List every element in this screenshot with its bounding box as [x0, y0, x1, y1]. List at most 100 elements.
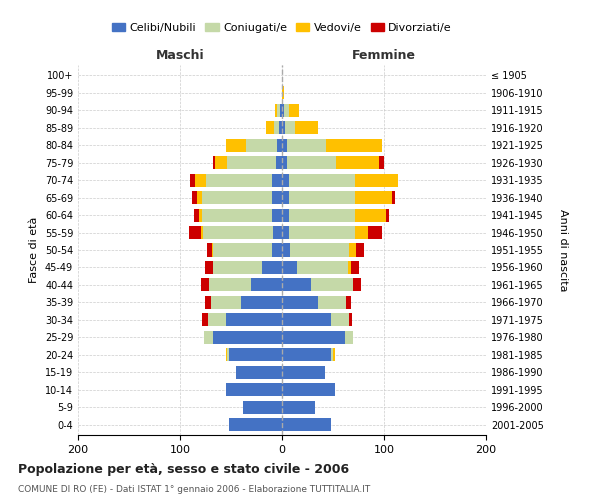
Bar — [266, 122, 274, 134]
Bar — [318, 296, 346, 309]
Bar — [251, 278, 282, 291]
Bar — [277, 104, 280, 117]
Bar — [333, 348, 335, 362]
Bar — [282, 261, 298, 274]
Bar — [205, 174, 272, 186]
Bar — [386, 208, 389, 222]
Bar — [282, 278, 311, 291]
Bar — [282, 86, 284, 100]
Bar — [282, 348, 331, 362]
Legend: Celibi/Nubili, Coniugati/e, Vedovi/e, Divorziati/e: Celibi/Nubili, Coniugati/e, Vedovi/e, Di… — [107, 19, 457, 38]
Bar — [282, 122, 285, 134]
Bar — [246, 138, 277, 152]
Bar — [331, 314, 349, 326]
Bar — [349, 244, 356, 256]
Bar — [227, 348, 229, 362]
Bar — [189, 226, 202, 239]
Bar — [229, 418, 282, 431]
Bar — [368, 226, 382, 239]
Bar — [282, 138, 287, 152]
Bar — [392, 191, 395, 204]
Bar — [273, 226, 282, 239]
Bar — [287, 138, 326, 152]
Bar — [280, 104, 282, 117]
Bar — [355, 208, 386, 222]
Bar — [345, 330, 353, 344]
Bar — [352, 261, 359, 274]
Bar — [205, 296, 211, 309]
Text: Popolazione per età, sesso e stato civile - 2006: Popolazione per età, sesso e stato civil… — [18, 462, 349, 475]
Y-axis label: Anni di nascita: Anni di nascita — [557, 209, 568, 291]
Bar — [289, 226, 355, 239]
Bar — [282, 191, 289, 204]
Bar — [355, 226, 368, 239]
Bar — [282, 226, 289, 239]
Bar — [272, 191, 282, 204]
Bar — [202, 208, 272, 222]
Text: Maschi: Maschi — [155, 50, 205, 62]
Bar — [192, 191, 197, 204]
Bar — [355, 174, 398, 186]
Bar — [356, 244, 364, 256]
Bar — [282, 174, 289, 186]
Bar — [272, 244, 282, 256]
Bar — [282, 244, 290, 256]
Bar — [298, 261, 348, 274]
Bar — [336, 156, 379, 170]
Bar — [289, 174, 355, 186]
Bar — [211, 296, 241, 309]
Bar — [282, 400, 314, 413]
Bar — [226, 314, 282, 326]
Bar — [282, 208, 289, 222]
Bar — [349, 314, 352, 326]
Bar — [282, 156, 287, 170]
Bar — [209, 278, 251, 291]
Bar — [272, 208, 282, 222]
Bar — [379, 156, 384, 170]
Bar — [205, 261, 212, 274]
Bar — [202, 314, 208, 326]
Bar — [282, 366, 325, 378]
Bar — [262, 261, 282, 274]
Text: COMUNE DI RO (FE) - Dati ISTAT 1° gennaio 2006 - Elaborazione TUTTITALIA.IT: COMUNE DI RO (FE) - Dati ISTAT 1° gennai… — [18, 485, 370, 494]
Bar — [282, 104, 284, 117]
Bar — [289, 208, 355, 222]
Bar — [202, 226, 203, 239]
Bar — [274, 122, 279, 134]
Bar — [355, 191, 392, 204]
Bar — [202, 191, 272, 204]
Bar — [197, 191, 202, 204]
Bar — [196, 174, 205, 186]
Bar — [202, 278, 209, 291]
Bar — [311, 278, 353, 291]
Bar — [277, 138, 282, 152]
Bar — [282, 330, 345, 344]
Text: Femmine: Femmine — [352, 50, 416, 62]
Bar — [282, 418, 331, 431]
Bar — [206, 244, 212, 256]
Bar — [226, 138, 246, 152]
Bar — [282, 314, 331, 326]
Bar — [275, 104, 277, 117]
Bar — [289, 191, 355, 204]
Bar — [190, 174, 196, 186]
Bar — [282, 296, 318, 309]
Bar — [208, 314, 226, 326]
Bar — [236, 366, 282, 378]
Bar — [276, 156, 282, 170]
Bar — [194, 208, 199, 222]
Bar — [282, 383, 335, 396]
Bar — [229, 348, 282, 362]
Bar — [272, 174, 282, 186]
Bar — [205, 330, 212, 344]
Bar — [212, 244, 272, 256]
Bar — [226, 383, 282, 396]
Bar — [285, 122, 295, 134]
Bar — [284, 104, 289, 117]
Y-axis label: Fasce di età: Fasce di età — [29, 217, 39, 283]
Bar — [199, 208, 202, 222]
Bar — [226, 348, 227, 362]
Bar — [203, 226, 273, 239]
Bar — [290, 244, 349, 256]
Bar — [227, 156, 276, 170]
